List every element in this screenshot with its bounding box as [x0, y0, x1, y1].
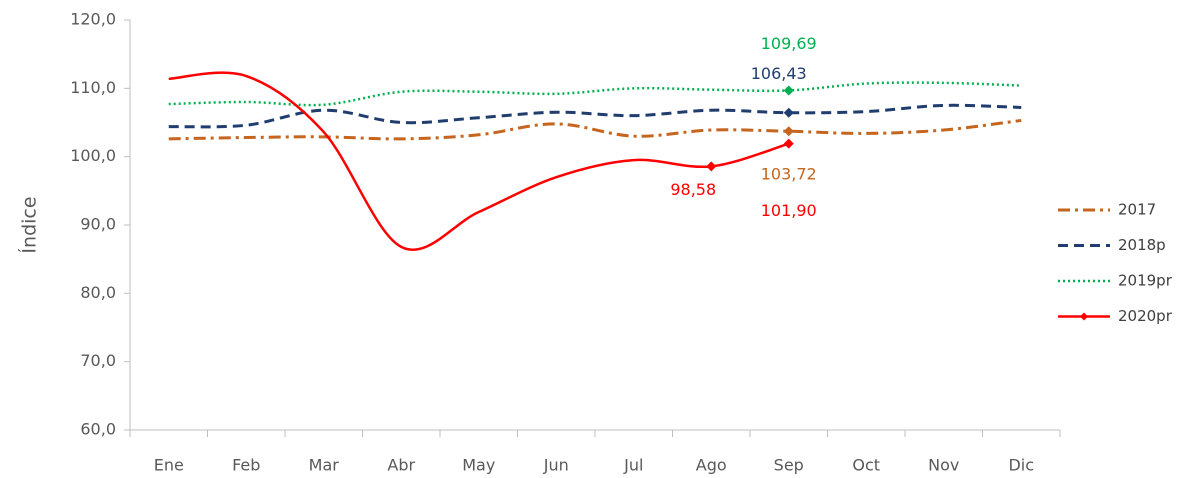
point-marker — [706, 161, 717, 172]
series-line — [168, 81, 1022, 107]
x-tick-label: Jun — [543, 456, 569, 475]
data-label: 106,43 — [751, 64, 807, 83]
y-tick-label: 60,0 — [80, 420, 116, 439]
x-tick-label: Feb — [232, 456, 260, 475]
data-label: 109,69 — [761, 34, 817, 53]
series-line — [168, 71, 790, 251]
y-tick-label: 70,0 — [80, 351, 116, 370]
y-axis-title: Índice — [18, 196, 41, 253]
x-tick-label: Ago — [696, 456, 727, 475]
legend-label: 2017 — [1118, 201, 1156, 219]
point-marker — [783, 138, 794, 149]
x-tick-label: Mar — [309, 456, 340, 475]
x-tick-label: Dic — [1008, 456, 1034, 475]
y-tick-label: 120,0 — [70, 10, 116, 29]
legend-marker — [1080, 312, 1088, 321]
legend-label: 2019pr — [1118, 272, 1173, 290]
y-tick-label: 110,0 — [70, 78, 116, 97]
data-label: 101,90 — [761, 201, 817, 220]
series-line — [168, 118, 1022, 141]
legend-label: 2018p — [1118, 236, 1166, 254]
data-label: 103,72 — [761, 165, 817, 184]
x-tick-label: Abr — [387, 456, 415, 475]
y-tick-label: 90,0 — [80, 215, 116, 234]
x-tick-label: Oct — [852, 456, 880, 475]
y-tick-label: 80,0 — [80, 283, 116, 302]
x-tick-label: Jul — [623, 456, 643, 475]
x-tick-label: Ene — [154, 456, 184, 475]
x-tick-label: Nov — [928, 456, 959, 475]
legend-label: 2020pr — [1118, 307, 1173, 325]
point-marker — [783, 85, 794, 96]
point-marker — [783, 107, 794, 118]
series-line — [168, 103, 1022, 129]
x-tick-label: Sep — [774, 456, 804, 475]
y-tick-label: 100,0 — [70, 146, 116, 165]
x-tick-label: May — [462, 456, 495, 475]
point-marker — [783, 126, 794, 137]
data-label: 98,58 — [670, 180, 716, 199]
